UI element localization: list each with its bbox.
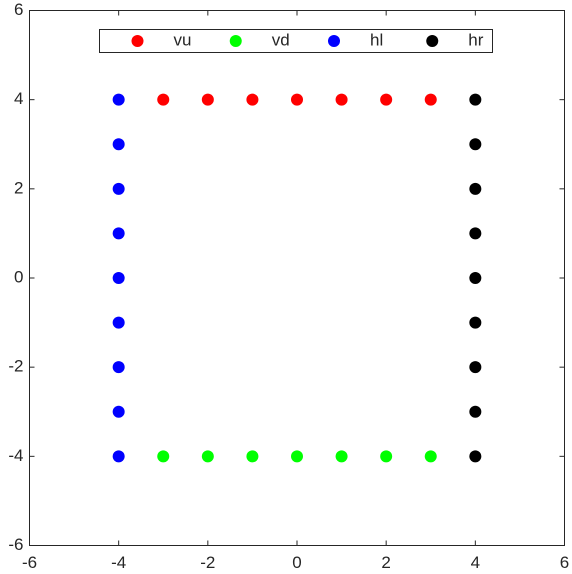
y-tick-label: -4 (8, 446, 23, 465)
plot-area (29, 10, 565, 546)
point (335, 93, 348, 106)
point (424, 93, 437, 106)
point (424, 450, 437, 463)
point (112, 450, 125, 463)
point (291, 450, 303, 463)
point (112, 93, 125, 106)
point (469, 405, 482, 418)
legend-label: hl (370, 30, 383, 49)
legend-marker (426, 35, 439, 47)
point (112, 227, 125, 240)
point (112, 182, 125, 195)
point (380, 450, 393, 463)
point (469, 182, 482, 195)
point (112, 405, 125, 418)
x-tick-label: -2 (200, 553, 215, 572)
y-tick-label: 4 (14, 89, 23, 108)
point (112, 138, 125, 151)
point (469, 272, 482, 284)
point (469, 93, 482, 106)
x-tick-label: 6 (560, 553, 569, 572)
legend-label: vu (174, 30, 192, 49)
y-tick-label: 6 (14, 0, 23, 19)
x-tick-label: 4 (471, 553, 480, 572)
point (335, 450, 348, 463)
point (469, 450, 482, 463)
y-tick-label: 2 (14, 178, 23, 197)
point (469, 227, 482, 240)
legend-label: hr (468, 30, 483, 49)
legend-label: vd (272, 30, 290, 49)
point (157, 450, 170, 463)
legend-marker (328, 35, 340, 47)
y-tick-label: -2 (8, 357, 23, 376)
point (469, 316, 482, 329)
point (246, 450, 259, 463)
point (380, 93, 393, 106)
x-tick-label: 0 (292, 553, 301, 572)
point (112, 361, 125, 374)
legend-marker (229, 35, 242, 47)
x-tick-label: -4 (111, 553, 126, 572)
legend-marker (131, 35, 144, 47)
point (112, 272, 125, 284)
point (201, 450, 214, 463)
x-tick-label: 2 (381, 553, 390, 572)
y-tick-label: -6 (8, 535, 23, 554)
point (469, 138, 482, 151)
point (157, 93, 170, 106)
legend-box (99, 29, 493, 53)
point (246, 93, 259, 106)
point (469, 361, 482, 374)
point (291, 93, 303, 106)
x-tick-label: -6 (22, 553, 37, 572)
y-tick-label: 0 (14, 267, 23, 286)
point (112, 316, 125, 329)
point (201, 93, 214, 106)
